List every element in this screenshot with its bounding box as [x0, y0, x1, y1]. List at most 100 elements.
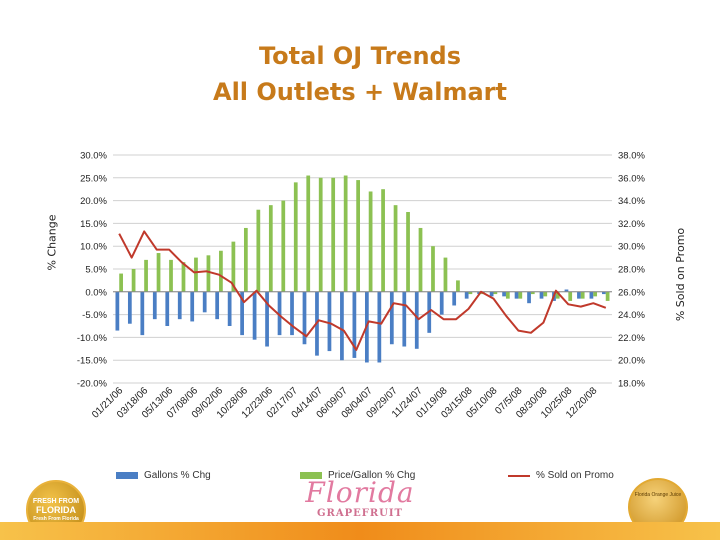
y-tick-label: 5.0%	[85, 265, 107, 276]
legend-swatch-gallons	[116, 472, 138, 479]
bar-gallons	[340, 291, 344, 361]
bar-price	[418, 227, 423, 292]
bar-price	[356, 180, 361, 292]
bar-gallons	[290, 291, 294, 336]
y2-tick-label: 26.0%	[618, 287, 645, 298]
legend-label-promo: % Sold on Promo	[536, 470, 614, 481]
bar-gallons	[489, 291, 494, 297]
florida-logo-sub: GRAPEFRUIT	[316, 508, 403, 519]
y-tick-label: -15.0%	[77, 356, 108, 367]
bar-gallons	[464, 291, 469, 299]
bar-price	[431, 246, 435, 292]
bar-gallons	[352, 291, 357, 358]
bar-price	[580, 291, 585, 299]
bar-gallons	[215, 291, 220, 320]
bar-gallons	[190, 291, 195, 322]
bar-price	[393, 205, 398, 292]
y-tick-label: -20.0%	[77, 379, 108, 390]
y-tick-label: 15.0%	[80, 219, 107, 230]
bar-price	[169, 259, 173, 292]
y2-tick-label: 36.0%	[618, 173, 645, 184]
bar-gallons	[165, 291, 170, 326]
bar-price	[468, 291, 473, 295]
bar-price	[119, 273, 123, 292]
bar-gallons	[402, 291, 407, 347]
florida-grapefruit-logo: Florida GRAPEFRUIT	[300, 476, 420, 520]
legend-item-price: Price/Gallon % Chg	[300, 470, 415, 481]
florida-logo-script: Florida	[305, 476, 415, 509]
bar-gallons	[115, 291, 120, 331]
bar-gallons	[327, 291, 332, 352]
y-tick-label: 0.0%	[85, 287, 107, 298]
legend-swatch-price	[300, 472, 322, 479]
bar-price	[281, 200, 286, 292]
bar-gallons	[514, 291, 519, 299]
bar-price	[181, 262, 186, 292]
bar-gallons	[140, 291, 145, 336]
y-tick-label: -5.0%	[82, 310, 107, 321]
bar-price	[343, 175, 348, 292]
bar-price	[131, 269, 136, 292]
y-tick-label: 30.0%	[80, 151, 107, 162]
legend-label-price: Price/Gallon % Chg	[328, 470, 416, 481]
bar-price	[593, 291, 598, 297]
bar-price	[605, 291, 610, 301]
y-tick-label: 20.0%	[80, 196, 107, 207]
bar-price	[194, 257, 198, 292]
y2-tick-label: 24.0%	[618, 310, 645, 321]
bar-gallons	[539, 291, 544, 299]
bar-price	[505, 291, 510, 299]
bar-price	[493, 291, 498, 295]
bar-gallons	[602, 291, 606, 295]
bar-gallons	[127, 291, 132, 324]
badge-right-text: Florida Orange Juice	[634, 492, 682, 498]
y2-tick-label: 28.0%	[618, 265, 645, 276]
bar-gallons	[389, 291, 394, 345]
bar-price	[206, 255, 211, 292]
legend-label-gallons: Gallons % Chg	[144, 470, 211, 481]
bar-gallons	[152, 291, 157, 320]
bar-gallons	[589, 291, 594, 299]
bar-gallons	[577, 291, 581, 299]
y2-tick-label: 22.0%	[618, 333, 645, 344]
chart-legend: Gallons % Chg Price/Gallon % Chg % Sold …	[0, 470, 720, 486]
legend-swatch-promo	[508, 474, 530, 477]
bar-price	[156, 253, 161, 292]
bar-gallons	[252, 291, 257, 340]
badge-left-line2: FLORIDA	[36, 504, 76, 515]
legend-item-promo: % Sold on Promo	[508, 470, 614, 481]
y2-tick-label: 34.0%	[618, 196, 645, 207]
chart-title-line2: All Outlets + Walmart	[213, 78, 507, 106]
bar-price	[306, 175, 311, 292]
bar-price	[318, 177, 323, 292]
bar-gallons	[414, 291, 419, 349]
bar-price	[381, 189, 385, 292]
footer-bar	[0, 522, 720, 540]
bar-price	[268, 205, 273, 292]
y-axis-label: % Change	[45, 214, 59, 271]
bar-price	[144, 259, 148, 292]
bar-price	[406, 212, 410, 292]
bar-price	[543, 291, 548, 297]
bar-price	[518, 291, 523, 299]
bar-gallons	[177, 291, 182, 320]
bar-price	[331, 177, 336, 292]
bar-gallons	[202, 291, 207, 313]
legend-item-gallons: Gallons % Chg	[116, 470, 211, 481]
line-promo	[118, 230, 607, 351]
bar-gallons	[277, 291, 282, 336]
bar-price	[231, 241, 236, 292]
bar-gallons	[527, 291, 531, 304]
bar-gallons	[564, 289, 569, 292]
y2-tick-label: 32.0%	[618, 219, 645, 230]
bar-price	[456, 280, 460, 292]
bar-gallons	[302, 291, 307, 345]
bar-gallons	[377, 291, 382, 363]
chart-title-line1: Total OJ Trends	[258, 42, 461, 70]
bar-gallons	[265, 291, 269, 347]
bar-price	[256, 209, 261, 292]
bar-gallons	[439, 291, 444, 315]
bar-price	[368, 191, 373, 292]
badge-left-line1: FRESH FROM	[32, 497, 80, 505]
